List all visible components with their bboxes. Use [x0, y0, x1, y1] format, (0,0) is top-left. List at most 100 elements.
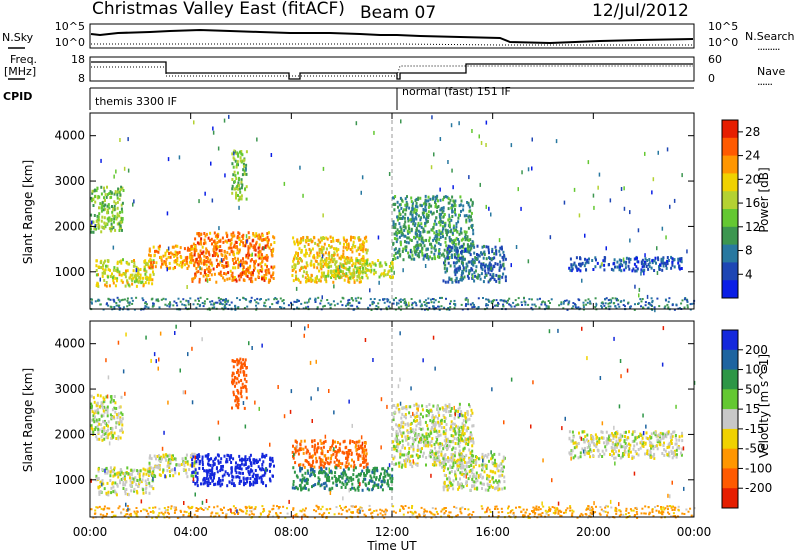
echo-cell	[231, 235, 234, 239]
echo-cell	[401, 420, 404, 424]
echo-cell	[418, 224, 421, 228]
echo-cell	[241, 273, 244, 276]
echo-cell	[148, 463, 151, 467]
echo-cell	[238, 184, 240, 188]
echo-cell	[434, 204, 437, 208]
ground-scatter-cell	[604, 306, 607, 309]
echo-cell	[295, 274, 298, 278]
ground-scatter-cell	[585, 303, 588, 306]
echo-cell	[101, 275, 104, 278]
ground-scatter-cell	[543, 301, 546, 304]
ground-scatter-cell	[560, 301, 563, 304]
echo-cell	[116, 279, 118, 283]
echo-cell	[454, 211, 456, 215]
ground-scatter-cell	[283, 302, 285, 305]
echo-cell	[292, 483, 295, 487]
echo-cell	[267, 280, 270, 284]
echo-cell	[126, 269, 129, 273]
echo-cell	[210, 457, 213, 461]
echo-cell	[354, 445, 357, 449]
echo-cell	[412, 449, 415, 453]
ground-scatter-cell	[432, 307, 435, 310]
ground-scatter-cell	[464, 304, 467, 307]
noise-cell	[498, 238, 501, 243]
noise-cell	[620, 187, 623, 191]
ground-scatter-cell	[263, 304, 265, 307]
echo-cell	[426, 427, 429, 431]
noise-cell	[99, 277, 101, 282]
echo-cell	[202, 482, 205, 486]
echo-cell	[325, 247, 328, 251]
echo-cell	[599, 265, 602, 269]
echo-cell	[193, 464, 196, 468]
echo-cell	[465, 218, 468, 222]
echo-cell	[194, 272, 197, 276]
echo-cell	[107, 469, 110, 473]
ground-scatter-cell	[572, 305, 575, 308]
ground-scatter-cell	[516, 303, 519, 306]
echo-cell	[441, 206, 443, 210]
echo-cell	[98, 490, 101, 494]
ground-scatter-cell	[540, 303, 543, 306]
echo-cell	[293, 240, 296, 244]
echo-cell	[448, 247, 451, 251]
echo-cell	[171, 458, 174, 462]
ground-scatter-cell	[440, 305, 443, 308]
echo-cell	[313, 254, 315, 258]
echo-cell	[365, 259, 368, 263]
noise-cell	[167, 246, 170, 251]
echo-cell	[116, 193, 119, 197]
echo-cell	[468, 205, 471, 209]
echo-cell	[238, 454, 241, 458]
echo-cell	[325, 260, 327, 264]
echo-cell	[235, 403, 238, 407]
echo-cell	[113, 468, 115, 472]
ground-scatter-cell	[441, 296, 443, 299]
ground-scatter-cell	[453, 299, 456, 302]
echo-cell	[198, 462, 201, 466]
echo-cell	[453, 229, 456, 232]
echo-cell	[157, 454, 160, 458]
echo-cell	[484, 272, 487, 276]
ground-scatter-cell	[113, 306, 116, 308]
echo-cell	[103, 221, 106, 225]
ground-scatter-cell	[477, 307, 480, 310]
ground-scatter-cell	[197, 297, 200, 300]
echo-cell	[650, 266, 653, 270]
echo-cell	[343, 242, 345, 246]
echo-cell	[385, 469, 388, 473]
echo-cell	[109, 466, 112, 470]
echo-cell	[480, 272, 483, 276]
echo-cell	[239, 458, 241, 462]
echo-cell	[120, 477, 123, 481]
echo-cell	[110, 486, 113, 490]
echo-cell	[293, 242, 296, 246]
echo-cell	[369, 263, 372, 267]
echo-cell	[312, 263, 315, 267]
echo-cell	[116, 196, 119, 200]
echo-cell	[243, 482, 246, 486]
echo-cell	[489, 263, 492, 267]
ground-scatter-cell	[505, 300, 508, 303]
echo-cell	[178, 463, 181, 467]
echo-cell	[247, 252, 250, 256]
echo-cell	[332, 239, 335, 243]
echo-cell	[95, 474, 98, 478]
echo-cell	[147, 470, 150, 474]
echo-cell	[375, 476, 378, 480]
echo-cell	[330, 454, 333, 458]
echo-cell	[350, 256, 353, 260]
echo-cell	[169, 474, 171, 478]
echo-cell	[310, 278, 313, 282]
echo-cell	[195, 267, 198, 270]
echo-cell	[488, 262, 491, 266]
echo-cell	[395, 237, 398, 241]
echo-cell	[254, 253, 257, 257]
ground-scatter-cell	[536, 298, 539, 301]
echo-cell	[346, 451, 349, 455]
ground-scatter-cell	[589, 302, 592, 305]
echo-cell	[413, 419, 416, 423]
ground-scatter-cell	[477, 297, 480, 300]
echo-cell	[170, 468, 173, 472]
echo-cell	[302, 486, 305, 490]
